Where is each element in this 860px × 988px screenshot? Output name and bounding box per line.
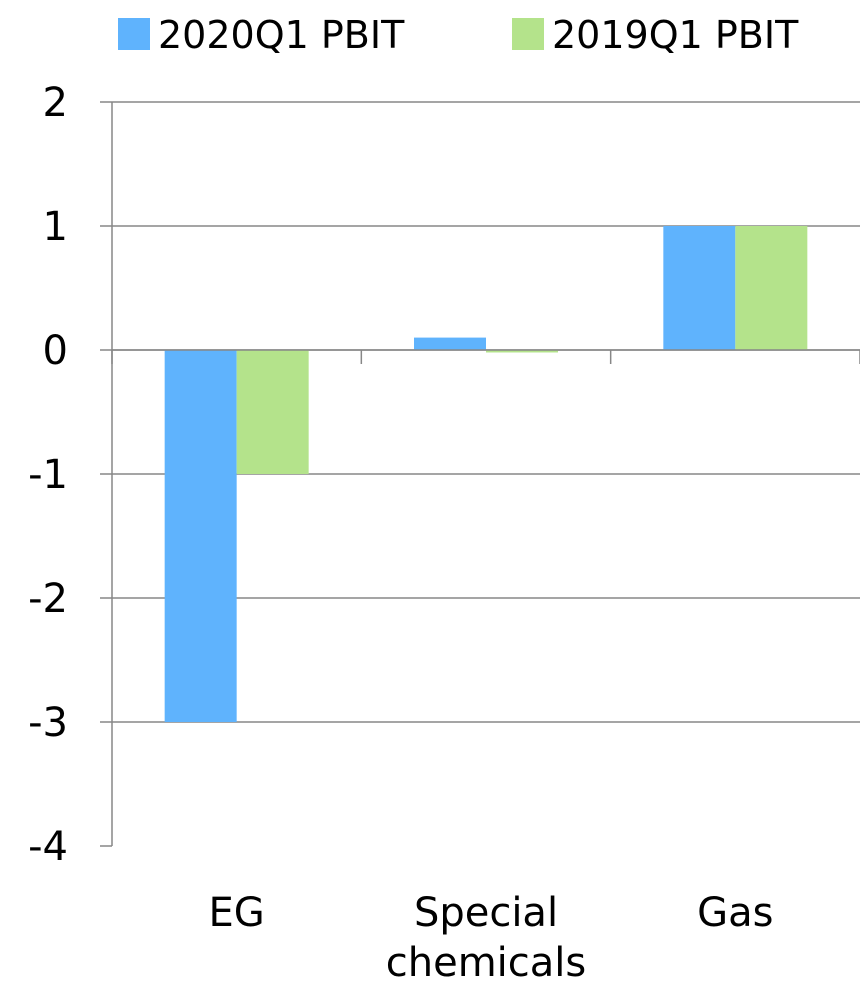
- y-tick-label: 0: [43, 328, 68, 374]
- x-tick-label: Special chemicals: [386, 890, 587, 986]
- legend: 2020Q1 PBIT 2019Q1 PBIT: [118, 13, 799, 57]
- axes: [100, 101, 860, 847]
- y-tick-label: -4: [28, 824, 68, 870]
- y-tick-label: 1: [43, 204, 68, 250]
- y-tick-label: -1: [28, 452, 68, 498]
- bar-series-0-category-0: [164, 350, 237, 722]
- bars: [164, 226, 808, 722]
- legend-swatch: [512, 18, 544, 50]
- bar-series-1-category-0: [236, 350, 309, 474]
- bar-series-0-category-2: [663, 226, 736, 350]
- legend-swatch: [118, 18, 150, 50]
- bar-series-1-category-1: [486, 350, 558, 353]
- x-tick-label: EG: [209, 890, 265, 936]
- y-tick-label: -2: [28, 576, 68, 622]
- legend-label: 2019Q1 PBIT: [552, 13, 799, 57]
- x-tick-label: Gas: [697, 890, 773, 936]
- legend-label: 2020Q1 PBIT: [158, 13, 405, 57]
- y-tick-label: 2: [43, 80, 68, 126]
- y-axis-ticks: -4 -3 -2 -1 0 1 2: [28, 80, 68, 870]
- bar-series-0-category-1: [414, 337, 486, 350]
- x-axis-ticks: EG Special chemicals Gas: [209, 890, 774, 986]
- y-tick-label: -3: [28, 700, 68, 746]
- bar-series-1-category-2: [735, 226, 808, 350]
